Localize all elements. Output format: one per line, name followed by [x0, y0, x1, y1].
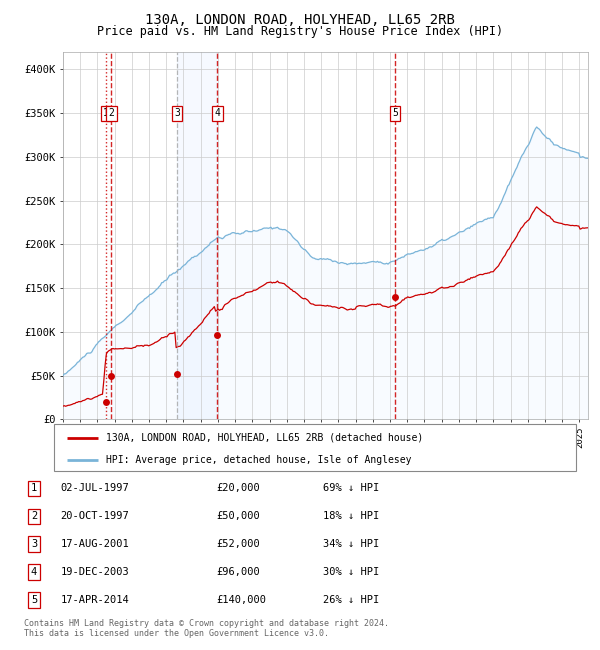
Text: £50,000: £50,000: [217, 512, 260, 521]
Text: £140,000: £140,000: [217, 595, 266, 605]
Text: £52,000: £52,000: [217, 540, 260, 549]
Text: 130A, LONDON ROAD, HOLYHEAD, LL65 2RB: 130A, LONDON ROAD, HOLYHEAD, LL65 2RB: [145, 13, 455, 27]
Text: 2: 2: [31, 512, 37, 521]
Text: 1: 1: [103, 108, 109, 118]
Text: £96,000: £96,000: [217, 567, 260, 577]
Text: 5: 5: [31, 595, 37, 605]
Text: 4: 4: [31, 567, 37, 577]
Text: 17-AUG-2001: 17-AUG-2001: [60, 540, 129, 549]
Text: 4: 4: [214, 108, 220, 118]
Text: 17-APR-2014: 17-APR-2014: [60, 595, 129, 605]
Text: Contains HM Land Registry data © Crown copyright and database right 2024.
This d: Contains HM Land Registry data © Crown c…: [24, 619, 389, 638]
Text: 02-JUL-1997: 02-JUL-1997: [60, 484, 129, 493]
Text: HPI: Average price, detached house, Isle of Anglesey: HPI: Average price, detached house, Isle…: [106, 454, 412, 465]
Text: 26% ↓ HPI: 26% ↓ HPI: [323, 595, 379, 605]
Text: £20,000: £20,000: [217, 484, 260, 493]
Text: 34% ↓ HPI: 34% ↓ HPI: [323, 540, 379, 549]
Text: 3: 3: [31, 540, 37, 549]
Text: 2: 2: [108, 108, 114, 118]
Bar: [177, 52, 217, 419]
Text: 130A, LONDON ROAD, HOLYHEAD, LL65 2RB (detached house): 130A, LONDON ROAD, HOLYHEAD, LL65 2RB (d…: [106, 432, 424, 443]
Text: 18% ↓ HPI: 18% ↓ HPI: [323, 512, 379, 521]
Text: 19-DEC-2003: 19-DEC-2003: [60, 567, 129, 577]
Text: Price paid vs. HM Land Registry's House Price Index (HPI): Price paid vs. HM Land Registry's House …: [97, 25, 503, 38]
Text: 3: 3: [174, 108, 180, 118]
Text: 69% ↓ HPI: 69% ↓ HPI: [323, 484, 379, 493]
Text: 30% ↓ HPI: 30% ↓ HPI: [323, 567, 379, 577]
Text: 20-OCT-1997: 20-OCT-1997: [60, 512, 129, 521]
Text: 5: 5: [392, 108, 398, 118]
Text: 1: 1: [31, 484, 37, 493]
